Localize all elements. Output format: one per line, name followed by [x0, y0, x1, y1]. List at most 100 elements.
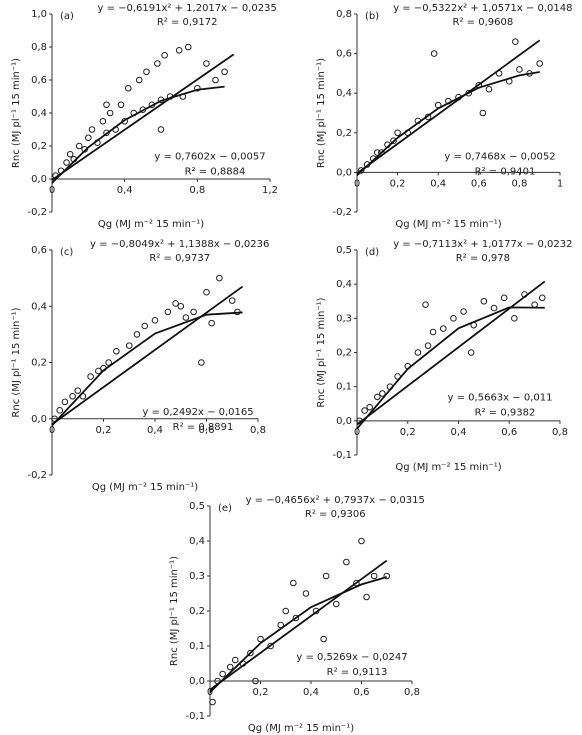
y-tick-label: -0,1: [185, 711, 205, 722]
point: [154, 60, 161, 67]
y-tick-label: -0,2: [332, 207, 352, 218]
point: [63, 159, 70, 166]
point: [219, 670, 226, 678]
point: [125, 342, 133, 349]
y-tick-label: 0,0: [336, 416, 352, 427]
point: [75, 142, 83, 150]
x-tick-label: 0,2: [96, 425, 112, 436]
point: [105, 359, 112, 366]
point: [66, 150, 74, 158]
point: [343, 558, 350, 566]
point: [363, 593, 370, 601]
equation: y = 0,5663x − 0,011: [448, 393, 553, 404]
point: [536, 60, 544, 67]
panel-label: (a): [60, 11, 74, 22]
equation: y = −0,8049x² + 1,1388x − 0,0236: [90, 239, 269, 250]
y-tick-label: 0,0: [336, 167, 352, 178]
y-axis-label: Rnc (MJ pl⁻¹ 15 min⁻¹): [11, 307, 22, 417]
point: [292, 614, 300, 622]
x-tick-label: 0,8: [404, 687, 420, 698]
x-tick-label: 0,2: [390, 178, 406, 189]
y-tick-label: 0,2: [31, 141, 47, 152]
point: [182, 314, 190, 321]
point: [302, 590, 310, 597]
x-tick-label: 0,2: [400, 427, 416, 438]
point: [424, 342, 432, 349]
x-axis-label: Qg (MJ m⁻² 15 min⁻¹): [395, 462, 501, 473]
point: [99, 117, 107, 125]
point: [203, 60, 210, 67]
point: [429, 328, 437, 336]
x-tick-label: 0: [354, 178, 360, 189]
y-axis-label: Rnc (MJ pl⁻¹ 15 min⁻¹): [316, 58, 327, 168]
point: [366, 403, 373, 411]
r-squared: R² = 0,9306: [305, 509, 366, 520]
r-squared: R² = 0,8884: [185, 167, 246, 178]
point: [282, 607, 290, 615]
point: [374, 393, 381, 401]
point: [85, 134, 92, 142]
point: [151, 317, 159, 324]
point: [87, 373, 94, 380]
y-tick-label: 0,2: [336, 348, 352, 359]
y-tick-label: 0,2: [31, 358, 47, 369]
point: [450, 315, 457, 322]
r-squared: R² = 0,9113: [327, 667, 388, 678]
point: [184, 43, 192, 51]
y-tick-label: 0,2: [336, 128, 352, 139]
point: [164, 308, 172, 316]
point: [430, 50, 438, 57]
x-tick-label: 0,4: [303, 687, 319, 698]
point: [257, 635, 264, 643]
x-tick-label: 0,8: [189, 185, 205, 196]
equation: y = 0,7468x − 0,0052: [444, 152, 555, 163]
equation: y = 0,5269x − 0,0247: [296, 652, 407, 663]
point: [228, 297, 236, 304]
y-tick-label: 0,8: [31, 42, 47, 53]
point: [95, 367, 102, 375]
y-tick-label: 0,3: [336, 313, 352, 324]
y-axis-label: Rnc (MJ pl⁻¹ 15 min⁻¹): [316, 297, 327, 407]
point: [141, 322, 148, 330]
r-squared: R² = 0,8891: [173, 422, 234, 433]
y-tick-label: 0,8: [336, 9, 352, 20]
equation: y = −0,6191x² + 1,2017x − 0,0235: [97, 3, 276, 14]
point: [358, 537, 365, 545]
y-tick-label: 0,2: [189, 606, 205, 617]
point: [290, 579, 297, 587]
point: [267, 642, 274, 650]
equation: y = −0,4656x² + 0,7937x − 0,0315: [246, 495, 425, 506]
x-axis-label: Qg (MJ m⁻² 15 min⁻¹): [395, 219, 501, 230]
point: [390, 137, 397, 145]
point: [117, 101, 125, 109]
point: [467, 349, 475, 356]
point: [332, 600, 340, 608]
point: [538, 294, 546, 302]
point: [512, 38, 519, 46]
equation: y = 0,2492x − 0,0165: [142, 407, 253, 418]
x-tick-label: 0,6: [501, 427, 517, 438]
y-tick-label: 1,0: [31, 9, 47, 20]
point: [479, 109, 487, 117]
y-tick-label: 0,4: [336, 88, 352, 99]
point: [61, 398, 69, 406]
y-axis-label: Rnc (MJ pl⁻¹ 15 min⁻¹): [169, 556, 180, 666]
point: [322, 572, 330, 580]
y-tick-label: 0,4: [189, 536, 205, 547]
point: [383, 572, 391, 580]
panel-label: (b): [365, 11, 379, 22]
fit-line: [356, 71, 540, 177]
point: [194, 84, 201, 92]
fit-line: [209, 559, 388, 691]
point: [500, 294, 508, 302]
r-squared: R² = 0,9608: [453, 17, 514, 28]
fit-line: [356, 306, 545, 430]
x-tick-label: 1: [557, 178, 563, 189]
y-tick-label: 0,6: [31, 75, 47, 86]
point: [175, 47, 183, 54]
point: [414, 349, 422, 356]
y-tick-label: -0,2: [27, 207, 47, 218]
point: [208, 319, 215, 327]
point: [511, 315, 518, 322]
